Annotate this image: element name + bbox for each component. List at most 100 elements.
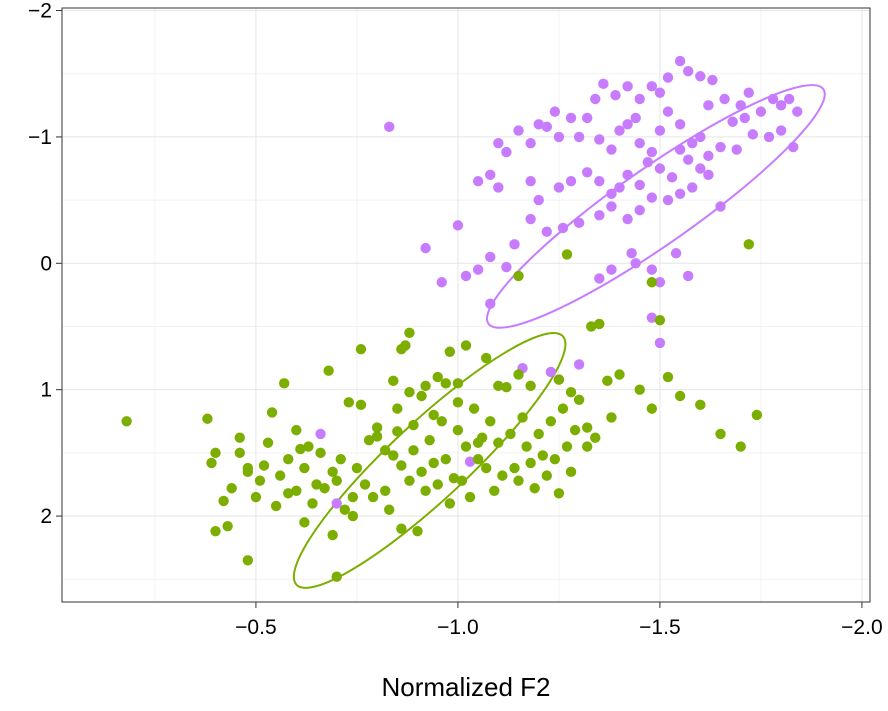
point-series-0 bbox=[654, 125, 666, 136]
point-series-0 bbox=[674, 188, 686, 199]
point-series-0 bbox=[464, 456, 476, 467]
y-tick-label: 2 bbox=[40, 505, 52, 528]
point-series-1 bbox=[440, 378, 451, 389]
point-series-0 bbox=[715, 141, 726, 153]
point-series-1 bbox=[416, 390, 427, 402]
point-series-1 bbox=[396, 460, 407, 471]
point-series-0 bbox=[533, 119, 544, 130]
point-series-1 bbox=[436, 416, 447, 427]
point-series-1 bbox=[695, 399, 706, 411]
point-series-1 bbox=[380, 445, 391, 456]
point-series-1 bbox=[347, 510, 359, 522]
point-series-0 bbox=[582, 112, 593, 124]
x-tick-label: −2.0 bbox=[841, 616, 882, 639]
point-series-1 bbox=[311, 479, 322, 490]
point-series-0 bbox=[727, 116, 738, 127]
point-series-1 bbox=[424, 435, 435, 446]
point-series-1 bbox=[743, 239, 754, 250]
point-series-0 bbox=[634, 205, 645, 216]
point-series-1 bbox=[468, 403, 480, 414]
point-series-0 bbox=[792, 106, 803, 117]
point-series-1 bbox=[339, 504, 350, 515]
point-series-1 bbox=[533, 428, 544, 440]
point-series-1 bbox=[674, 390, 686, 402]
point-series-1 bbox=[590, 432, 601, 443]
point-series-0 bbox=[642, 156, 653, 168]
point-series-1 bbox=[428, 409, 439, 421]
point-series-1 bbox=[396, 523, 407, 534]
point-series-0 bbox=[662, 106, 674, 117]
point-series-1 bbox=[505, 428, 516, 440]
point-series-0 bbox=[662, 72, 674, 83]
point-series-0 bbox=[695, 71, 706, 82]
point-series-0 bbox=[622, 169, 633, 181]
point-series-1 bbox=[646, 277, 658, 288]
x-tick-label: −1.0 bbox=[437, 616, 478, 639]
point-series-0 bbox=[541, 121, 552, 132]
point-series-0 bbox=[460, 270, 472, 282]
point-series-1 bbox=[210, 447, 221, 459]
point-series-1 bbox=[557, 403, 569, 414]
point-series-0 bbox=[582, 167, 593, 178]
point-series-0 bbox=[662, 194, 674, 206]
point-series-0 bbox=[719, 93, 730, 105]
point-series-1 bbox=[472, 453, 484, 465]
point-series-1 bbox=[408, 419, 419, 431]
point-series-1 bbox=[234, 432, 245, 443]
point-series-1 bbox=[371, 431, 383, 442]
point-series-1 bbox=[388, 450, 399, 461]
point-series-1 bbox=[355, 344, 367, 355]
point-series-1 bbox=[561, 249, 573, 260]
point-series-1 bbox=[428, 457, 439, 469]
point-series-0 bbox=[703, 150, 714, 162]
point-series-1 bbox=[327, 529, 338, 541]
point-series-0 bbox=[654, 277, 666, 288]
point-series-1 bbox=[218, 495, 229, 507]
point-series-1 bbox=[416, 466, 427, 478]
point-series-0 bbox=[646, 192, 658, 203]
point-series-1 bbox=[254, 475, 266, 486]
point-series-0 bbox=[630, 258, 641, 269]
point-series-0 bbox=[622, 81, 633, 92]
point-series-0 bbox=[614, 125, 625, 136]
point-series-1 bbox=[303, 441, 314, 452]
point-series-1 bbox=[359, 479, 371, 490]
point-series-1 bbox=[262, 437, 274, 448]
point-series-0 bbox=[525, 175, 536, 187]
point-series-0 bbox=[630, 112, 641, 124]
point-series-1 bbox=[404, 475, 415, 486]
point-series-1 bbox=[392, 403, 403, 414]
point-series-1 bbox=[489, 485, 500, 496]
point-series-1 bbox=[343, 397, 355, 408]
point-series-1 bbox=[594, 318, 605, 330]
point-series-0 bbox=[788, 141, 799, 153]
point-series-1 bbox=[509, 462, 520, 474]
point-series-0 bbox=[695, 131, 706, 143]
point-series-1 bbox=[432, 479, 443, 490]
point-series-0 bbox=[545, 366, 557, 378]
point-series-0 bbox=[646, 146, 658, 158]
point-series-1 bbox=[513, 475, 524, 486]
point-series-1 bbox=[206, 457, 217, 469]
point-series-0 bbox=[331, 498, 342, 509]
point-series-1 bbox=[355, 399, 367, 411]
ellipse-series-1 bbox=[292, 332, 567, 589]
points bbox=[121, 55, 803, 582]
point-series-0 bbox=[573, 359, 585, 370]
point-series-0 bbox=[654, 337, 666, 349]
point-series-0 bbox=[501, 146, 512, 158]
y-tick-label: 1 bbox=[40, 379, 52, 402]
point-series-1 bbox=[513, 369, 524, 380]
point-series-1 bbox=[367, 491, 379, 503]
point-series-1 bbox=[573, 394, 585, 405]
point-series-1 bbox=[404, 327, 415, 339]
point-series-1 bbox=[242, 555, 254, 566]
point-series-0 bbox=[565, 175, 577, 187]
point-series-1 bbox=[371, 422, 383, 433]
point-series-1 bbox=[614, 369, 625, 380]
point-series-0 bbox=[634, 138, 645, 149]
point-series-1 bbox=[715, 428, 726, 440]
point-series-0 bbox=[472, 175, 484, 187]
point-series-0 bbox=[703, 169, 714, 181]
point-series-1 bbox=[654, 314, 666, 326]
